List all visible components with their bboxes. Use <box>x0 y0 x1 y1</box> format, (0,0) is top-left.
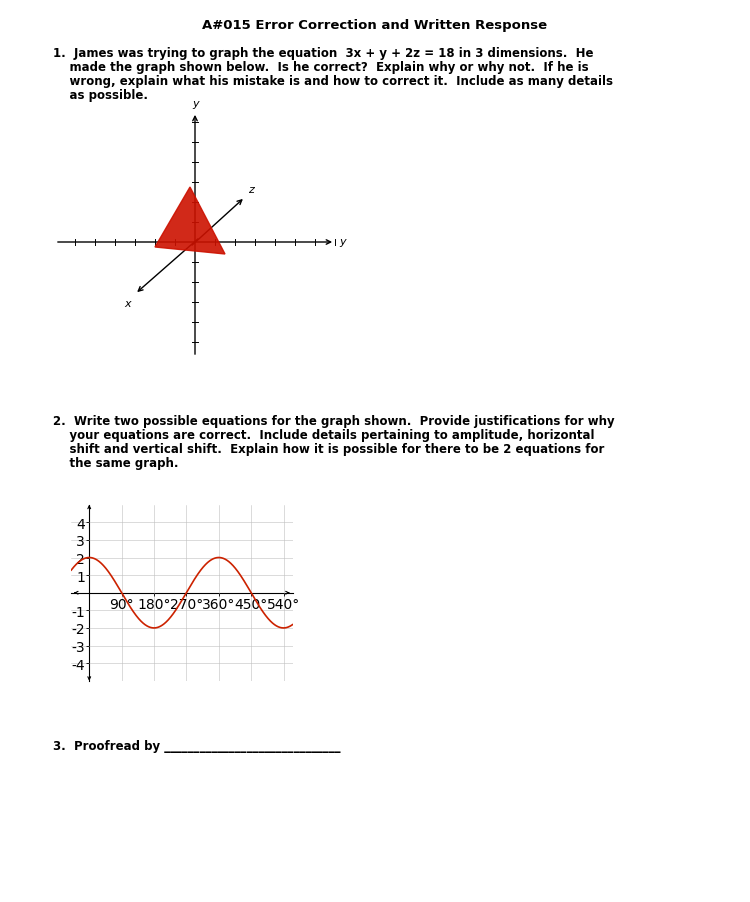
Text: A#015 Error Correction and Written Response: A#015 Error Correction and Written Respo… <box>202 19 548 32</box>
Text: x: x <box>124 299 131 308</box>
Text: wrong, explain what his mistake is and how to correct it.  Include as many detai: wrong, explain what his mistake is and h… <box>53 75 613 87</box>
Text: made the graph shown below.  Is he correct?  Explain why or why not.  If he is: made the graph shown below. Is he correc… <box>53 61 589 74</box>
Text: 1.  James was trying to graph the equation  3x + y + 2z = 18 in 3 dimensions.  H: 1. James was trying to graph the equatio… <box>53 47 593 60</box>
Text: y: y <box>193 99 200 109</box>
Text: shift and vertical shift.  Explain how it is possible for there to be 2 equation: shift and vertical shift. Explain how it… <box>53 443 605 456</box>
Text: your equations are correct.  Include details pertaining to amplitude, horizontal: your equations are correct. Include deta… <box>53 428 595 441</box>
Text: y: y <box>339 236 346 247</box>
Text: 2.  Write two possible equations for the graph shown.  Provide justifications fo: 2. Write two possible equations for the … <box>53 415 615 428</box>
Polygon shape <box>155 188 225 254</box>
Text: the same graph.: the same graph. <box>53 456 178 469</box>
Text: 3.  Proofread by ______________________________: 3. Proofread by ________________________… <box>53 739 340 752</box>
Text: as possible.: as possible. <box>53 89 148 102</box>
Text: z: z <box>248 185 254 195</box>
